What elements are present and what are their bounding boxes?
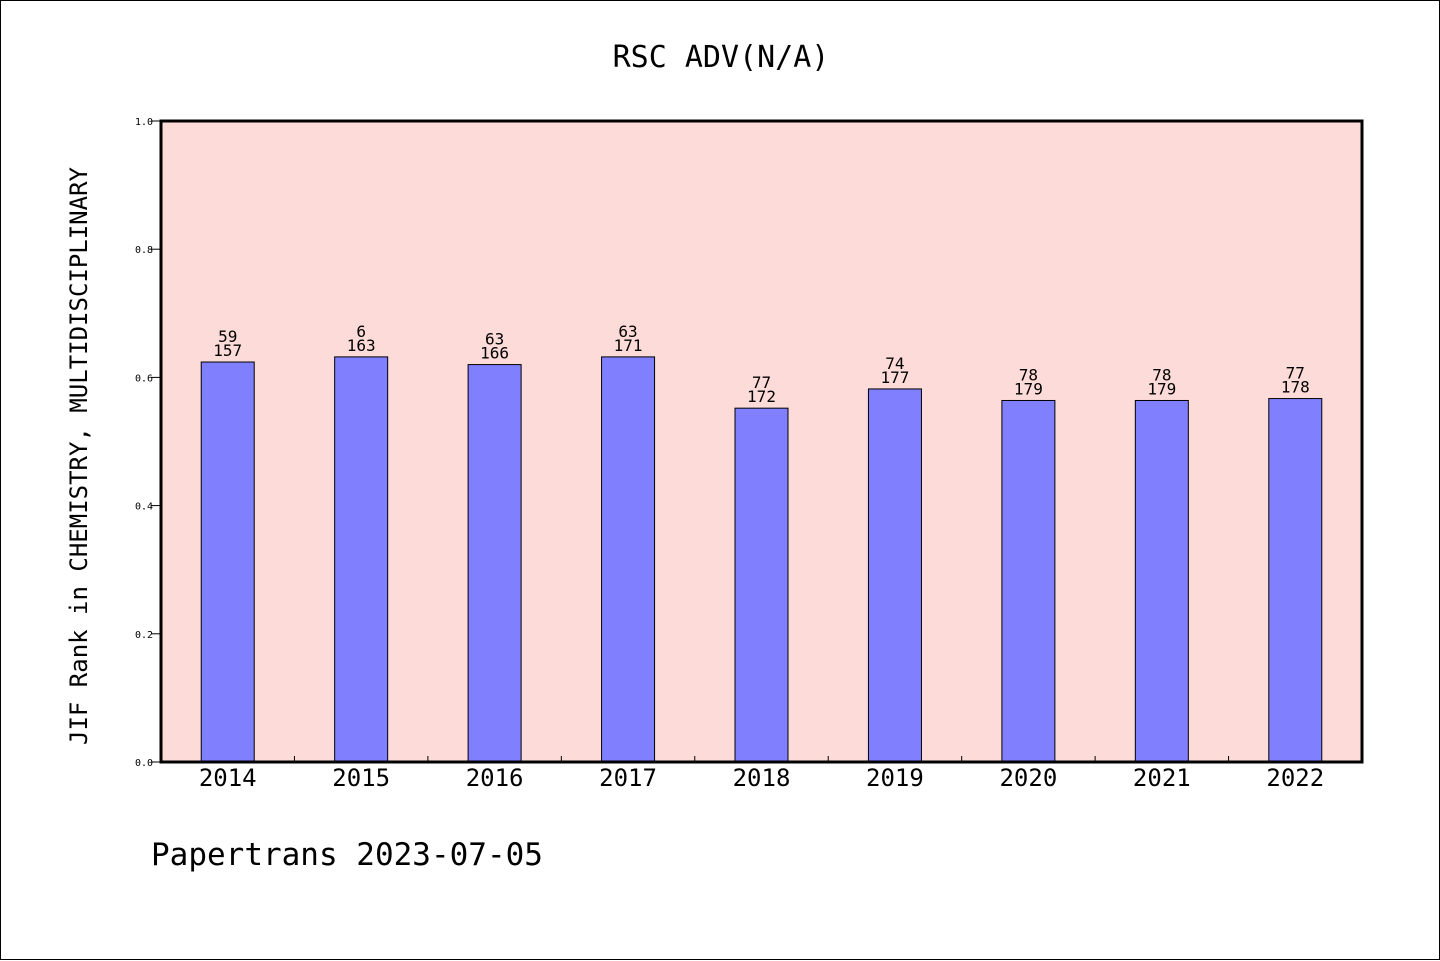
x-tick-label-2019: 2019 (866, 764, 924, 792)
y-tick-label: 0.4 (135, 502, 153, 513)
x-tick-label-2014: 2014 (199, 764, 257, 792)
x-tick-label-2016: 2016 (466, 764, 524, 792)
total-label-2020: 179 (1014, 379, 1043, 398)
rank-label-2015: 6 (356, 322, 366, 341)
total-label-2016: 166 (480, 344, 509, 363)
rank-label-2020: 78 (1019, 365, 1038, 384)
rank-label-2017: 63 (618, 322, 637, 341)
x-tick-label-2020: 2020 (999, 764, 1057, 792)
bar-2019 (867, 388, 922, 763)
chart-title: RSC ADV(N/A) (613, 40, 830, 75)
x-tick-label-2017: 2017 (599, 764, 657, 792)
footer-text: Papertrans 2023-07-05 (151, 837, 543, 873)
bar-2020 (1001, 399, 1056, 763)
x-axis: 2014 2015 2016 2017 2018 2019 2020 2021 2022 (199, 756, 1324, 792)
total-label-2014: 157 (213, 341, 242, 360)
y-tick-label: 1.0 (135, 117, 153, 128)
x-tick-label-2015: 2015 (332, 764, 390, 792)
total-label-2018: 172 (747, 387, 776, 406)
y-axis-label: JIF Rank in CHEMISTRY, MULTIDISCIPLINARY (65, 166, 93, 745)
total-label-2021: 179 (1147, 379, 1176, 398)
y-tick-label: 0.6 (135, 373, 153, 384)
rank-label-2021: 78 (1152, 365, 1171, 384)
bar-2022 (1268, 398, 1323, 763)
rank-label-2018: 77 (752, 373, 771, 392)
total-label-2017: 171 (614, 336, 643, 355)
y-tick-label: 0.8 (135, 245, 153, 256)
rank-label-2016: 63 (485, 330, 504, 349)
plot-border (159, 119, 1364, 764)
x-tick-label-2022: 2022 (1266, 764, 1324, 792)
rank-label-2022: 77 (1286, 364, 1305, 383)
total-label-2015: 163 (347, 336, 376, 355)
rank-label-2014: 59 (218, 327, 237, 346)
x-tick-label-2021: 2021 (1133, 764, 1191, 792)
bar-2017 (601, 356, 656, 763)
bar-2014 (200, 361, 255, 763)
bar-2016 (467, 364, 522, 763)
bar-2015 (334, 356, 389, 763)
total-label-2019: 177 (880, 368, 909, 387)
y-tick-label: 0.2 (135, 630, 153, 641)
y-axis: 0.0 0.2 0.4 0.6 0.8 1.0 (135, 117, 161, 769)
bar-2018 (734, 407, 789, 763)
bar-2021 (1134, 399, 1189, 763)
rank-label-2019: 74 (885, 354, 904, 373)
x-tick-label-2018: 2018 (733, 764, 791, 792)
total-label-2022: 178 (1281, 378, 1310, 397)
bar-series (200, 356, 1323, 763)
y-tick-label: 0.0 (135, 758, 153, 769)
